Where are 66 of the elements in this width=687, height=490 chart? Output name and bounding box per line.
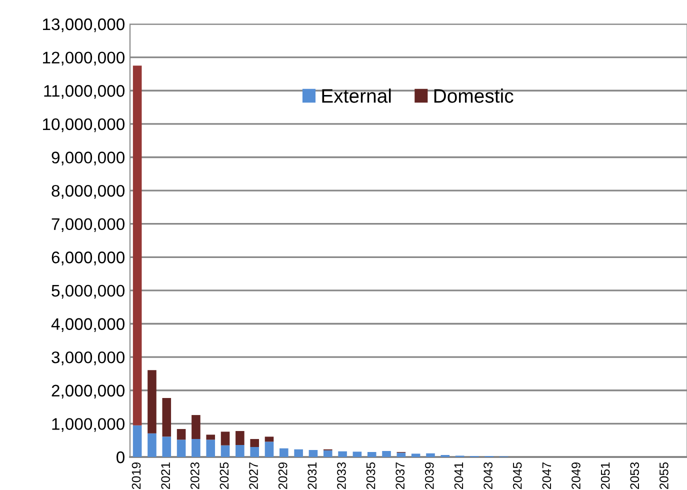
x-tick-label: 2033	[337, 462, 346, 490]
x-tick-label: 2047	[542, 462, 552, 490]
x-tick-label: 2045	[512, 462, 522, 490]
x-tick-label: 2055	[660, 462, 668, 490]
x-tick-label: 2023	[190, 462, 200, 490]
x-tick-label: 2051	[600, 462, 610, 490]
bar	[294, 449, 303, 457]
y-tick-label: 10,000,000	[43, 118, 124, 132]
y-tick-label: 5,000,000	[52, 284, 124, 299]
bar	[148, 370, 156, 434]
bar	[192, 415, 200, 440]
y-tick-label: 13,000,000	[43, 18, 124, 32]
bar	[264, 442, 274, 457]
x-tick-label: 2037	[396, 462, 405, 490]
bar	[308, 450, 318, 457]
bar	[206, 434, 216, 440]
y-tick-label: 2,000,000	[52, 384, 124, 399]
bar	[323, 450, 332, 457]
x-tick-label: 2027	[249, 462, 258, 490]
bar	[220, 432, 230, 446]
bar	[132, 425, 142, 457]
y-tick-label: 1,000,000	[52, 418, 124, 432]
x-tick-label: 2041	[454, 462, 464, 490]
y-tick-label: 11,000,000	[44, 85, 124, 99]
legend-label: External	[322, 88, 391, 103]
bar	[382, 451, 391, 457]
bar	[411, 454, 420, 457]
legend-label: Domestic	[434, 88, 514, 103]
y-tick-label: 12,000,000	[43, 52, 124, 66]
bar	[132, 66, 142, 426]
y-tick-label: 7,000,000	[52, 218, 124, 232]
bar	[236, 445, 244, 457]
bar	[148, 433, 156, 457]
x-tick-label: 2029	[278, 462, 288, 490]
bar	[264, 436, 274, 442]
x-tick-label: 2039	[424, 462, 434, 490]
bar	[352, 452, 362, 457]
x-tick-label: 2049	[572, 462, 580, 490]
x-tick-label: 2021	[161, 462, 170, 490]
bar	[192, 439, 200, 457]
y-tick-label: 3,000,000	[52, 351, 124, 366]
bar	[338, 451, 347, 457]
bar	[250, 439, 259, 448]
y-tick-label: 4,000,000	[51, 318, 124, 332]
bar	[367, 452, 376, 457]
x-tick-label: 2031	[308, 462, 317, 490]
bar	[206, 440, 216, 457]
bar	[426, 453, 435, 457]
bar	[176, 440, 186, 457]
bar	[396, 452, 406, 457]
bar	[220, 445, 230, 457]
bar	[176, 429, 186, 440]
bar	[162, 398, 172, 437]
x-tick-label: 2019	[132, 462, 141, 490]
y-tick-label: 9,000,000	[52, 152, 124, 166]
x-tick-label: 2035	[366, 462, 376, 490]
y-tick-label: 0	[116, 451, 124, 464]
x-tick-label: 2025	[220, 462, 229, 490]
y-tick-label: 8,000,000	[52, 184, 124, 199]
bar	[250, 447, 259, 457]
bar	[162, 436, 172, 457]
x-tick-label: 2043	[484, 462, 492, 490]
y-tick-label: 6,000,000	[52, 252, 124, 266]
bar	[236, 431, 244, 446]
bar	[280, 448, 288, 457]
x-tick-label: 2053	[630, 462, 640, 490]
